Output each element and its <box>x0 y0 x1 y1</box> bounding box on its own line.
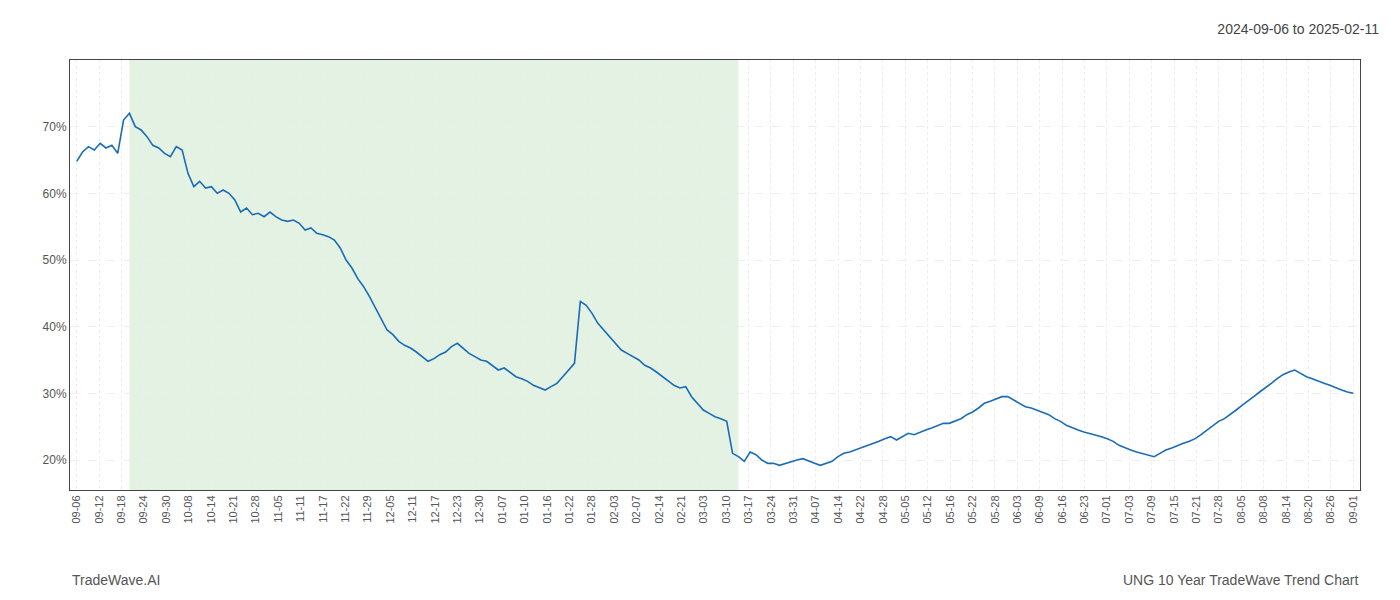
svg-text:10-21: 10-21 <box>227 495 239 523</box>
svg-text:04-07: 04-07 <box>809 495 821 523</box>
svg-text:10-08: 10-08 <box>182 495 194 523</box>
svg-text:10-14: 10-14 <box>205 495 217 523</box>
svg-text:12-23: 12-23 <box>451 495 463 523</box>
svg-text:12-17: 12-17 <box>429 495 441 523</box>
svg-text:03-03: 03-03 <box>697 495 709 523</box>
svg-text:08-05: 08-05 <box>1235 495 1247 523</box>
svg-text:12-05: 12-05 <box>384 495 396 523</box>
svg-text:04-14: 04-14 <box>832 495 844 523</box>
svg-text:50%: 50% <box>43 253 67 267</box>
svg-text:08-14: 08-14 <box>1280 495 1292 523</box>
svg-text:09-12: 09-12 <box>93 495 105 523</box>
svg-text:08-20: 08-20 <box>1302 495 1314 523</box>
svg-text:04-22: 04-22 <box>854 495 866 523</box>
svg-text:01-16: 01-16 <box>541 495 553 523</box>
svg-text:11-22: 11-22 <box>339 495 351 522</box>
svg-text:06-03: 06-03 <box>1011 495 1023 523</box>
svg-text:70%: 70% <box>43 120 67 134</box>
svg-text:01-28: 01-28 <box>585 495 597 523</box>
svg-text:04-28: 04-28 <box>877 495 889 523</box>
svg-text:09-24: 09-24 <box>137 495 149 523</box>
svg-text:11-11: 11-11 <box>294 495 306 522</box>
svg-text:2024-09-06 to 2025-02-11: 2024-09-06 to 2025-02-11 <box>1217 21 1379 37</box>
svg-text:60%: 60% <box>43 187 67 201</box>
svg-text:40%: 40% <box>43 320 67 334</box>
svg-text:02-21: 02-21 <box>675 495 687 523</box>
svg-text:06-16: 06-16 <box>1056 495 1068 523</box>
svg-text:03-17: 03-17 <box>742 495 754 523</box>
svg-text:07-09: 07-09 <box>1145 495 1157 523</box>
svg-text:06-23: 06-23 <box>1078 495 1090 523</box>
svg-text:11-29: 11-29 <box>361 495 373 522</box>
svg-text:05-16: 05-16 <box>944 495 956 523</box>
svg-text:07-28: 07-28 <box>1212 495 1224 523</box>
svg-text:30%: 30% <box>43 387 67 401</box>
svg-text:03-24: 03-24 <box>765 495 777 523</box>
svg-text:01-07: 01-07 <box>496 495 508 523</box>
svg-text:02-03: 02-03 <box>608 495 620 523</box>
svg-text:07-01: 07-01 <box>1101 495 1113 523</box>
svg-text:09-30: 09-30 <box>160 495 172 523</box>
svg-text:11-05: 11-05 <box>272 495 284 522</box>
svg-text:11-17: 11-17 <box>317 495 329 522</box>
svg-text:12-30: 12-30 <box>473 495 485 523</box>
svg-text:09-01: 09-01 <box>1347 495 1359 523</box>
svg-text:08-26: 08-26 <box>1324 495 1336 523</box>
svg-text:TradeWave.AI: TradeWave.AI <box>72 572 160 588</box>
svg-text:08-08: 08-08 <box>1257 495 1269 523</box>
svg-text:02-07: 02-07 <box>630 495 642 523</box>
svg-text:03-10: 03-10 <box>720 495 732 523</box>
svg-text:20%: 20% <box>43 453 67 467</box>
svg-text:07-03: 07-03 <box>1123 495 1135 523</box>
svg-text:UNG 10 Year TradeWave Trend Ch: UNG 10 Year TradeWave Trend Chart <box>1123 572 1358 588</box>
svg-text:07-21: 07-21 <box>1190 495 1202 523</box>
svg-text:02-14: 02-14 <box>653 495 665 523</box>
svg-text:01-10: 01-10 <box>518 495 530 523</box>
svg-text:05-28: 05-28 <box>989 495 1001 523</box>
svg-text:01-22: 01-22 <box>563 495 575 523</box>
svg-text:09-06: 09-06 <box>70 495 82 523</box>
svg-text:05-12: 05-12 <box>921 495 933 523</box>
svg-text:10-28: 10-28 <box>249 495 261 523</box>
svg-text:09-18: 09-18 <box>115 495 127 523</box>
svg-text:05-22: 05-22 <box>966 495 978 523</box>
svg-text:12-11: 12-11 <box>406 495 418 522</box>
svg-text:05-05: 05-05 <box>899 495 911 523</box>
svg-text:07-15: 07-15 <box>1168 495 1180 523</box>
svg-text:06-09: 06-09 <box>1033 495 1045 523</box>
svg-text:03-31: 03-31 <box>787 495 799 523</box>
